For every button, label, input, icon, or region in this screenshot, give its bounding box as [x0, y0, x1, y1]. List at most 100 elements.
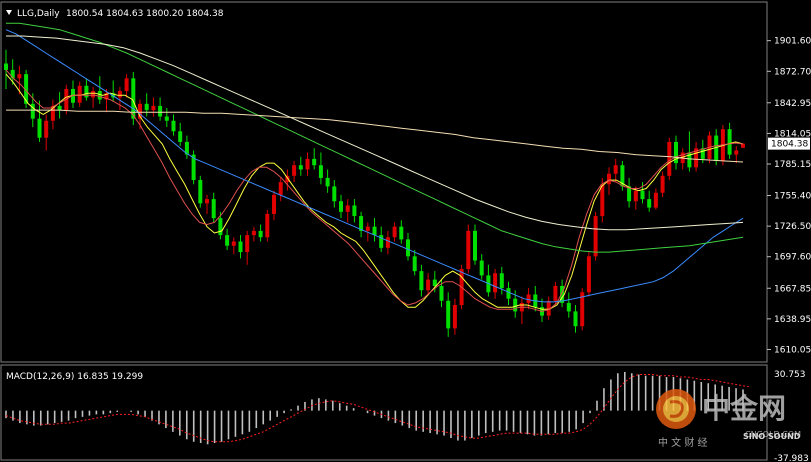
- candle-body: [117, 91, 122, 98]
- candle: [399, 220, 404, 244]
- candle: [178, 122, 183, 147]
- candle: [272, 190, 276, 221]
- candle-body: [57, 105, 62, 111]
- candle-body: [345, 205, 350, 212]
- candle: [493, 269, 498, 299]
- price-tick-label: 1872.70: [774, 67, 811, 77]
- candle: [312, 148, 317, 170]
- candle: [17, 65, 22, 95]
- candle: [446, 292, 451, 337]
- candle-body: [385, 237, 390, 248]
- candle: [245, 230, 250, 265]
- candle-body: [84, 85, 89, 98]
- candle-body: [97, 91, 102, 100]
- symbol-label: LLG,Daily: [17, 9, 60, 19]
- triangle-down-icon[interactable]: [6, 10, 12, 15]
- candle-body: [633, 190, 638, 202]
- candle: [265, 209, 270, 242]
- candle-body: [265, 213, 270, 238]
- candle: [633, 186, 638, 210]
- price-tick-label: 1697.60: [774, 253, 811, 263]
- candle-body: [586, 256, 591, 293]
- candle: [573, 305, 578, 333]
- candle-body: [77, 85, 82, 103]
- candle-body: [499, 273, 504, 289]
- candle-body: [37, 118, 42, 138]
- price-tick-label: 1842.95: [774, 99, 811, 109]
- macd-plot-area[interactable]: [5, 372, 751, 445]
- candle-body: [399, 226, 404, 240]
- candle: [613, 158, 618, 183]
- candle-body: [506, 288, 511, 299]
- candle: [412, 249, 417, 276]
- candle-body: [211, 199, 216, 219]
- candle-body: [205, 199, 209, 204]
- candle-body: [727, 129, 732, 155]
- candle: [566, 292, 571, 318]
- candle-body: [392, 226, 397, 238]
- candle: [318, 152, 323, 185]
- candle-body: [292, 165, 297, 176]
- candle: [258, 224, 263, 242]
- candle-body: [352, 205, 357, 217]
- candle-body: [298, 165, 303, 170]
- candle-body: [158, 105, 163, 117]
- candle: [339, 194, 343, 219]
- candle-body: [674, 141, 678, 164]
- candle: [419, 264, 424, 297]
- candle: [325, 169, 330, 193]
- candle: [50, 99, 55, 130]
- macd-signal-line: [5, 374, 751, 443]
- candle-body: [44, 120, 49, 138]
- moving-average-line: [6, 22, 744, 253]
- candle-body: [318, 165, 323, 178]
- macd-label: MACD(12,26,9) 16.835 19.299: [6, 372, 143, 382]
- moving-average-line: [6, 109, 744, 163]
- candle: [607, 167, 611, 195]
- candle: [660, 171, 665, 198]
- candle-body: [184, 141, 189, 155]
- candle-body: [124, 78, 129, 92]
- candle: [385, 230, 390, 255]
- candle-body: [258, 230, 263, 238]
- candle-body: [379, 235, 384, 248]
- candle-body: [131, 78, 136, 119]
- price-tick-label: 1901.60: [774, 37, 811, 47]
- candle: [653, 188, 658, 210]
- candle-body: [452, 305, 457, 329]
- price-plot-area[interactable]: [4, 22, 745, 337]
- candle-body: [359, 216, 364, 231]
- candle-body: [17, 74, 22, 79]
- candle-body: [613, 165, 618, 174]
- price-tick-label: 1610.05: [774, 345, 811, 355]
- price-tick-label: 1814.05: [774, 129, 811, 139]
- moving-average-line: [6, 35, 744, 231]
- candle-body: [640, 190, 645, 200]
- candle-body: [600, 184, 605, 217]
- candle-body: [164, 116, 169, 121]
- candle: [426, 273, 431, 295]
- candle: [694, 141, 699, 172]
- candle: [238, 235, 243, 259]
- candle-body: [741, 143, 745, 148]
- macd-panel-frame: [0, 364, 768, 461]
- candle-body: [700, 148, 705, 159]
- candle-body: [278, 182, 283, 195]
- candle: [77, 81, 82, 107]
- candle: [44, 114, 49, 151]
- candle: [117, 86, 122, 111]
- candle-body: [191, 154, 196, 181]
- candle-body: [365, 226, 370, 231]
- price-tick-label: 1667.85: [774, 284, 811, 294]
- candle: [627, 177, 632, 208]
- candle-body: [560, 285, 565, 303]
- candle-body: [479, 260, 484, 276]
- candle: [499, 266, 504, 295]
- macd-tick-label: 30.753: [774, 370, 806, 380]
- candle: [546, 296, 551, 320]
- candle-body: [238, 241, 243, 253]
- candle-body: [553, 285, 558, 301]
- candle-body: [285, 175, 290, 183]
- candle-body: [144, 103, 149, 111]
